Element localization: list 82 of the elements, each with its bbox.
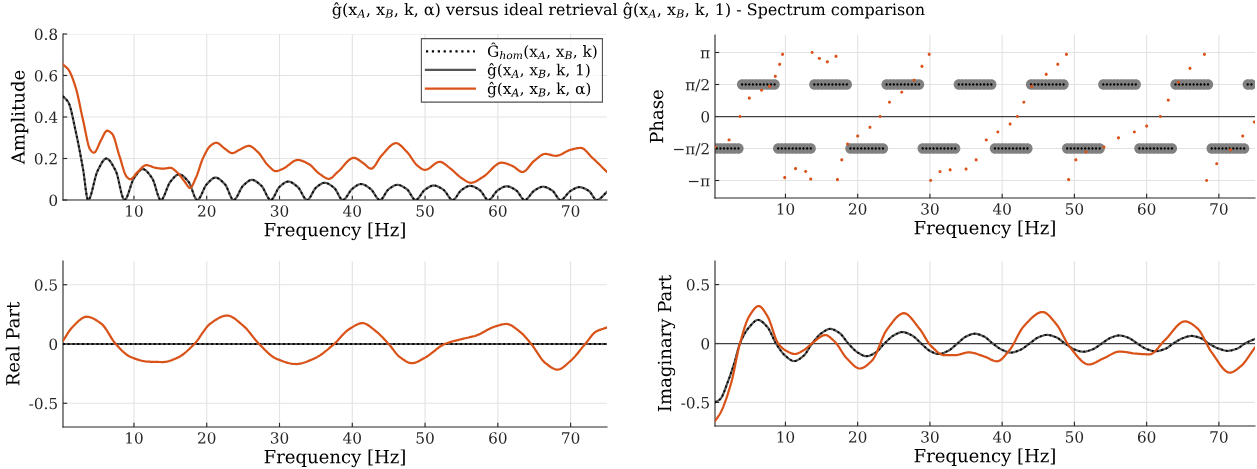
y-tick-label: 0 bbox=[49, 194, 58, 207]
x-tick-label: 30 bbox=[270, 205, 289, 217]
chart-title: ĝ(x$_{A}$, x$_{B}$, k, α) versus ideal retrieval ĝ(x$_{A}$, x$_{B}$, k, 1) - Spectrum comparison bbox=[332, 2, 925, 19]
y-tick-label: 0.8 bbox=[34, 28, 58, 41]
x-tick-label: 60 bbox=[489, 432, 507, 444]
point bbox=[1215, 162, 1219, 166]
x-tick-label: 10 bbox=[777, 203, 795, 215]
y-tick-label: 0 bbox=[701, 110, 710, 123]
x-tick-label: 70 bbox=[562, 205, 580, 217]
x-tick-label: 50 bbox=[416, 205, 434, 217]
point bbox=[974, 158, 978, 162]
x-axis-title: Frequency [Hz] bbox=[914, 220, 1055, 239]
x-tick-label: 20 bbox=[198, 432, 216, 444]
point bbox=[1188, 66, 1192, 70]
point bbox=[1064, 52, 1068, 56]
point bbox=[900, 90, 904, 94]
y-tick-label: π/2 bbox=[685, 78, 709, 92]
y-tick-label: −π/2 bbox=[674, 142, 709, 156]
y-axis-title: Phase bbox=[649, 90, 664, 143]
legend-label: Ĝ$_{hom}$(x$_{A}$, x$_{B}$, k) bbox=[487, 42, 597, 60]
point bbox=[1252, 120, 1255, 124]
point bbox=[1202, 52, 1206, 56]
point bbox=[804, 169, 808, 174]
x-tick-label: 50 bbox=[1065, 431, 1084, 443]
x-tick-label: 20 bbox=[848, 431, 867, 443]
x-tick-label: 10 bbox=[777, 431, 795, 443]
point bbox=[1067, 178, 1071, 182]
x-tick-label: 70 bbox=[1210, 431, 1228, 443]
x-tick-label: 30 bbox=[270, 432, 289, 444]
x-axis-title: Frequency [Hz] bbox=[264, 449, 405, 468]
x-tick-label: 50 bbox=[416, 432, 434, 444]
x-tick-label: 60 bbox=[1137, 431, 1156, 443]
point bbox=[1056, 62, 1060, 66]
point bbox=[780, 52, 785, 56]
x-tick-label: 20 bbox=[848, 203, 867, 215]
y-tick-label: -0.5 bbox=[681, 396, 709, 409]
point bbox=[834, 54, 838, 58]
x-tick-label: 70 bbox=[1210, 203, 1228, 215]
point bbox=[835, 178, 839, 182]
x-tick-label: 20 bbox=[198, 205, 216, 217]
legend-label: ĝ(x$_{A}$, x$_{B}$, k, α) bbox=[487, 81, 591, 98]
point bbox=[929, 178, 933, 183]
y-axis-title: Imaginary Part bbox=[657, 274, 676, 412]
point bbox=[794, 167, 798, 171]
x-tick-label: 40 bbox=[343, 432, 361, 444]
point bbox=[1205, 178, 1209, 183]
point bbox=[773, 74, 777, 78]
x-tick-label: 50 bbox=[1065, 203, 1084, 215]
point bbox=[783, 176, 787, 180]
x-tick-label: 60 bbox=[1137, 203, 1156, 215]
x-tick-label: 70 bbox=[562, 432, 580, 444]
y-tick-label: π bbox=[700, 50, 710, 59]
y-tick-label: −π bbox=[688, 178, 710, 187]
point bbox=[727, 138, 731, 142]
y-tick-label: 0.6 bbox=[34, 69, 58, 82]
point bbox=[817, 56, 821, 60]
point bbox=[1022, 100, 1026, 104]
legend-label: ĝ(x$_{A}$, x$_{B}$, k, 1) bbox=[487, 63, 590, 79]
point bbox=[1158, 114, 1162, 119]
y-tick-label: 0.2 bbox=[34, 152, 57, 165]
y-tick-label: 0.5 bbox=[686, 279, 709, 291]
x-tick-label: 30 bbox=[921, 203, 939, 215]
x-tick-label: 40 bbox=[343, 205, 361, 217]
y-tick-label: 0.4 bbox=[34, 111, 58, 124]
x-tick-label: 40 bbox=[992, 203, 1011, 215]
x-tick-label: 10 bbox=[126, 205, 143, 217]
point bbox=[846, 142, 850, 146]
x-tick-label: 10 bbox=[126, 432, 143, 444]
x-tick-label: 60 bbox=[489, 205, 507, 217]
x-axis-title: Frequency [Hz] bbox=[264, 222, 405, 241]
y-axis-title: Amplitude bbox=[10, 70, 29, 165]
point bbox=[778, 62, 782, 66]
x-tick-label: 40 bbox=[992, 431, 1011, 443]
x-tick-label: 30 bbox=[921, 431, 939, 443]
y-tick-label: 0 bbox=[701, 337, 710, 350]
y-tick-label: 0 bbox=[49, 338, 58, 351]
point bbox=[1084, 150, 1088, 154]
y-tick-label: 0.5 bbox=[34, 279, 57, 291]
y-tick-label: -0.5 bbox=[29, 397, 57, 410]
point bbox=[948, 168, 952, 172]
x-axis-title: Frequency [Hz] bbox=[914, 448, 1055, 467]
y-axis-title: Real Part bbox=[5, 301, 20, 386]
